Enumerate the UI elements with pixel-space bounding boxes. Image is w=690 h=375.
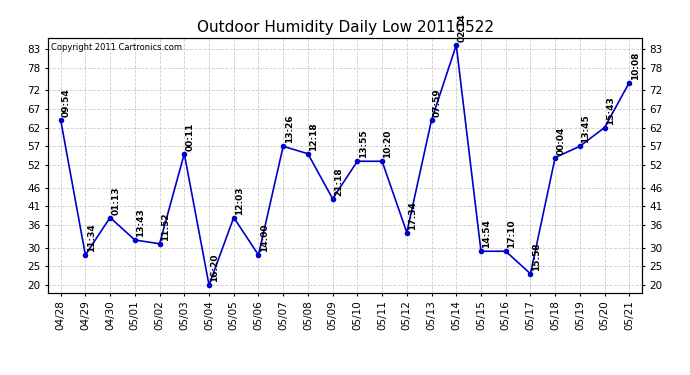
Text: 02:14: 02:14 <box>457 13 466 42</box>
Text: 14:00: 14:00 <box>260 224 269 252</box>
Text: 13:45: 13:45 <box>581 115 590 144</box>
Text: Copyright 2011 Cartronics.com: Copyright 2011 Cartronics.com <box>51 43 182 52</box>
Title: Outdoor Humidity Daily Low 20110522: Outdoor Humidity Daily Low 20110522 <box>197 20 493 35</box>
Text: 17:10: 17:10 <box>507 220 516 249</box>
Text: 11:52: 11:52 <box>161 212 170 241</box>
Text: 16:20: 16:20 <box>210 254 219 282</box>
Text: 13:43: 13:43 <box>136 209 145 237</box>
Text: 12:03: 12:03 <box>235 186 244 215</box>
Text: 21:18: 21:18 <box>334 167 343 196</box>
Text: 00:11: 00:11 <box>186 123 195 151</box>
Text: 01:13: 01:13 <box>112 186 121 215</box>
Text: 12:18: 12:18 <box>309 122 318 151</box>
Text: 15:43: 15:43 <box>606 96 615 125</box>
Text: 10:08: 10:08 <box>631 51 640 80</box>
Text: 07:59: 07:59 <box>433 88 442 117</box>
Text: 00:04: 00:04 <box>557 126 566 155</box>
Text: 10:20: 10:20 <box>384 130 393 159</box>
Text: 13:26: 13:26 <box>284 115 293 144</box>
Text: 17:34: 17:34 <box>408 201 417 230</box>
Text: 09:54: 09:54 <box>62 88 71 117</box>
Text: 15:58: 15:58 <box>532 242 541 271</box>
Text: 11:34: 11:34 <box>87 224 96 252</box>
Text: 14:54: 14:54 <box>482 220 491 249</box>
Text: 13:55: 13:55 <box>359 130 368 159</box>
